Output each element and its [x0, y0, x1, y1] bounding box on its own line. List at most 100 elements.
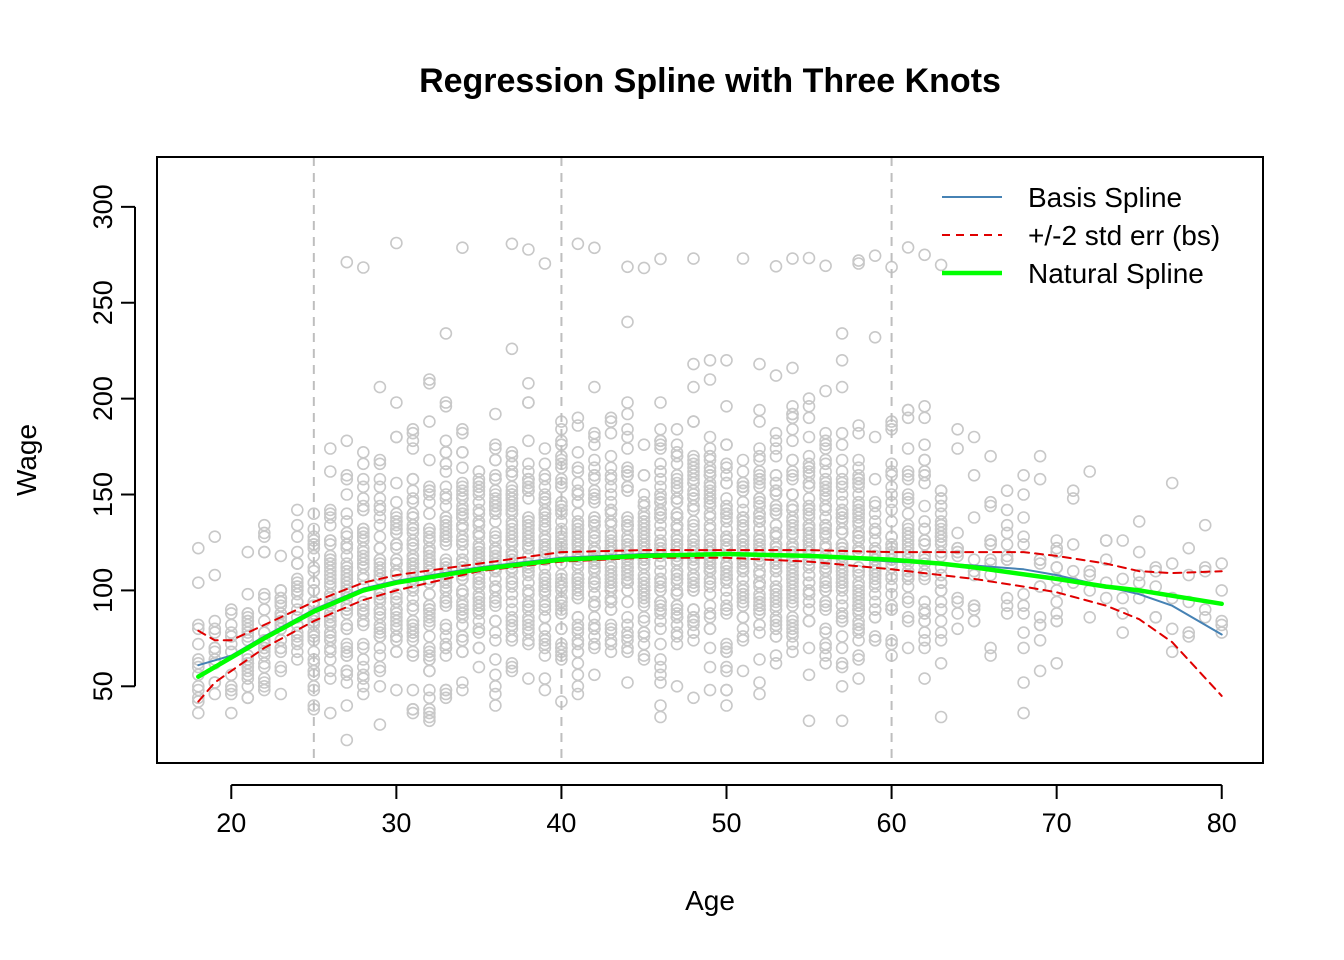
scatter-point: [670, 422, 684, 436]
scatter-point: [472, 526, 486, 540]
scatter-point: [868, 249, 882, 262]
scatter-point: [423, 691, 436, 705]
y-tick-label: 200: [88, 376, 118, 421]
scatter-point: [786, 568, 799, 582]
scatter-point: [1083, 465, 1096, 478]
scatter-point: [1050, 656, 1063, 670]
scatter-point: [654, 637, 667, 651]
scatter-point: [868, 595, 882, 609]
scatter-point: [769, 434, 783, 448]
scatter-point: [1149, 561, 1162, 574]
scatter-point: [290, 518, 304, 532]
scatter-point: [290, 653, 304, 666]
scatter-point: [984, 641, 997, 655]
scatter-point: [192, 576, 205, 590]
scatter-point: [637, 488, 651, 501]
scatter-point: [703, 607, 717, 620]
scatter-point: [1066, 538, 1080, 551]
scatter-point: [505, 572, 519, 586]
scatter-point: [406, 422, 420, 436]
scatter-point: [571, 637, 585, 651]
scatter-point: [538, 610, 552, 624]
scatter-point: [621, 641, 634, 655]
scatter-point: [604, 541, 618, 555]
scatter-point: [225, 668, 238, 682]
scatter-point: [918, 672, 931, 685]
scatter-point: [621, 595, 634, 609]
scatter-point: [786, 503, 799, 517]
scatter-point: [1033, 664, 1047, 678]
scatter-point: [373, 530, 387, 544]
scatter-point: [637, 630, 651, 643]
scatter-point: [868, 430, 882, 444]
scatter-point: [918, 476, 931, 490]
scatter-point: [819, 564, 832, 578]
scatter-point: [323, 672, 337, 685]
scatter-point: [1165, 645, 1179, 659]
scatter-point: [439, 641, 453, 655]
scatter-point: [819, 641, 832, 655]
scatter-point: [736, 572, 750, 586]
scatter-point: [901, 492, 915, 505]
scatter-point: [835, 538, 849, 551]
scatter-point: [918, 453, 931, 467]
scatter-point: [720, 468, 733, 482]
scatter-point: [802, 568, 816, 582]
scatter-point: [967, 468, 981, 482]
scatter-point: [406, 484, 420, 498]
scatter-point: [951, 549, 964, 563]
scatter-point: [687, 576, 700, 590]
scatter-point: [489, 584, 502, 597]
scatter-point: [621, 522, 634, 536]
scatter-point: [819, 518, 832, 532]
scatter-point: [373, 718, 387, 731]
scatter-point: [670, 468, 684, 482]
scatter-point: [835, 453, 849, 467]
scatter-point: [373, 591, 387, 605]
scatter-point: [621, 676, 634, 689]
scatter-point: [621, 626, 634, 639]
scatter-point: [390, 515, 403, 528]
scatter-point: [538, 641, 552, 655]
scatter-point: [423, 495, 436, 509]
scatter-point: [604, 488, 618, 501]
scatter-point: [456, 599, 469, 613]
scatter-point: [1198, 561, 1212, 574]
scatter-point: [588, 380, 601, 394]
scatter-point: [538, 457, 552, 471]
scatter-point: [323, 503, 337, 517]
scatter-point: [1000, 484, 1014, 498]
scatter-point: [423, 373, 436, 386]
scatter-point: [340, 515, 354, 528]
scatter-point: [852, 653, 865, 666]
scatter-point: [505, 656, 519, 670]
scatter-point: [423, 376, 436, 390]
scatter-point: [571, 488, 585, 501]
scatter-point: [571, 237, 585, 251]
scatter-point: [934, 656, 948, 670]
scatter-point: [720, 576, 733, 590]
y-tick-label: 250: [88, 280, 118, 325]
scatter-point: [604, 580, 618, 593]
scatter-point: [984, 534, 997, 547]
y-tick-label: 50: [88, 671, 118, 701]
scatter-point: [687, 380, 700, 394]
scatter-point: [522, 599, 535, 613]
scatter-point: [356, 660, 370, 674]
scatter-point: [769, 595, 783, 609]
scatter-point: [588, 430, 601, 444]
scatter-point: [918, 603, 931, 616]
scatter-point: [1017, 468, 1030, 482]
scatter-point: [456, 422, 469, 436]
scatter-point: [571, 507, 585, 521]
scatter-point: [423, 587, 436, 601]
y-tick-label: 100: [88, 568, 118, 613]
scatter-point: [571, 461, 585, 475]
scatter-point: [654, 676, 667, 689]
scatter-point: [1066, 484, 1080, 498]
scatter-point: [786, 622, 799, 636]
scatter-point: [241, 664, 255, 678]
scatter-point: [1000, 599, 1014, 613]
scatter-point: [323, 557, 337, 570]
scatter-point: [720, 664, 733, 678]
